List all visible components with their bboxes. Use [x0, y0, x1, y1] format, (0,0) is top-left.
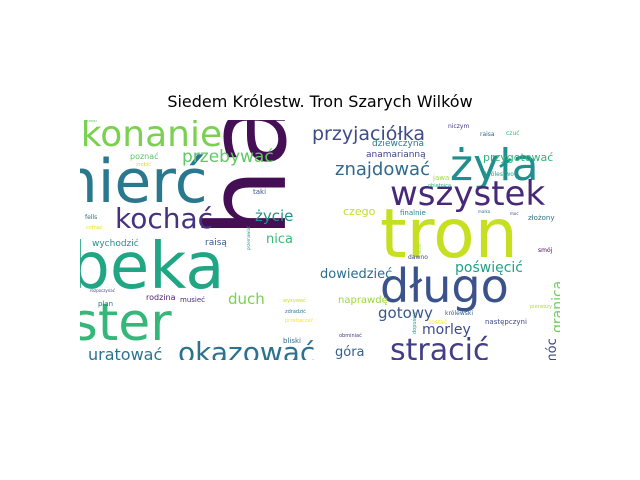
word-zyla: żyła: [450, 140, 539, 191]
word-jawa: jawa: [432, 174, 449, 182]
word-fells: fells: [85, 214, 97, 221]
word-zdradzic: zdradzić: [285, 308, 306, 315]
word-rozpoczynac: rozpoczynać: [90, 288, 115, 293]
word-moc: móc: [545, 338, 560, 360]
word-uratowac: uratować: [88, 345, 162, 360]
word-taki: taki: [253, 188, 266, 196]
word-dawno: dawno: [408, 254, 428, 261]
word-moc: moc: [510, 211, 519, 216]
word-pierwszy: pierwszy: [530, 304, 552, 310]
word-wychodzic: wychodzić: [92, 238, 139, 249]
word-finalnie: finalnie: [400, 209, 426, 217]
word-czuc: czuć: [506, 130, 520, 137]
word-raisa: raisa: [480, 131, 495, 138]
word-mieki: mieki: [86, 120, 97, 123]
word-przygotowac: przygotować: [483, 151, 553, 164]
word-han: han: [183, 120, 311, 238]
word-duch: duch: [228, 290, 265, 308]
word-obminiac: obminiać: [339, 332, 362, 339]
word-anamarianna: anamarianną: [366, 150, 426, 160]
word-dowiedziec: dowiedzieć: [320, 267, 392, 282]
word-nica: nica: [266, 232, 293, 247]
word-gora: góra: [335, 345, 365, 360]
word-bliski: bliski: [283, 337, 301, 345]
word-smierc: śmierć: [80, 147, 208, 217]
word-malka: malka: [478, 209, 491, 214]
word-nastepczyni: następczyni: [485, 318, 527, 326]
word-zlozony: złożony: [528, 214, 554, 222]
word-tron: tron: [380, 195, 518, 274]
word-raisa: raisą: [205, 238, 227, 248]
word-zostac: zostać: [428, 319, 447, 326]
cloud-background: [80, 120, 560, 360]
word-stracic: stracić: [390, 333, 489, 360]
word-niczym: niczym: [448, 123, 469, 130]
word-czego: czego: [343, 205, 376, 218]
word-cofnac: cofnąć: [86, 224, 103, 231]
word-przebywac: przebywać: [182, 147, 274, 167]
word-smoj: smój: [538, 247, 553, 254]
word-zrobic: zrobić: [136, 161, 151, 168]
word-obietnica: obietnica: [428, 183, 451, 189]
word-musiec: musieć: [180, 296, 205, 304]
word-znajdowac: znajdować: [335, 159, 430, 180]
word-poznac: poznać: [130, 151, 159, 161]
word-okazowac: okazować: [178, 336, 315, 360]
word-plan: plan: [98, 300, 113, 308]
word-przekonanie: przekonanie: [80, 120, 222, 155]
word-kochac: kochać: [115, 202, 213, 235]
word-alister: alister: [80, 293, 172, 353]
word-przemawiac: przemawiać: [246, 226, 251, 250]
word-wszystek: wszystek: [390, 174, 545, 214]
word-zycie: życie: [255, 207, 293, 225]
word-przebaczac: przebaczać: [285, 317, 314, 324]
chart-title: Siedem Królestw. Tron Szarych Wilków: [167, 92, 473, 111]
word-dopuscic: dopuścić: [411, 312, 418, 334]
word-krolestwo: królestwo: [485, 171, 514, 178]
word-wysuwac: wysuwać: [283, 297, 306, 304]
word-granica: granica: [550, 281, 560, 333]
word-rebeka: rebeka: [80, 230, 224, 304]
word-krolewski: królewski: [445, 310, 473, 317]
word-dziewczyna: dziewczyna: [372, 139, 424, 149]
word-poswiecic: poświęcić: [455, 260, 523, 276]
word-gotowy: gotowy: [378, 304, 433, 322]
word-dlugo: długo: [380, 259, 509, 313]
word-morley: morley: [422, 322, 471, 338]
word-naprawde: naprawdę: [338, 295, 388, 306]
word-przyjaciolka: przyjaciółka: [312, 123, 425, 145]
word-rodzina: rodzina: [146, 293, 176, 302]
word-wiele: wiele: [417, 243, 422, 254]
